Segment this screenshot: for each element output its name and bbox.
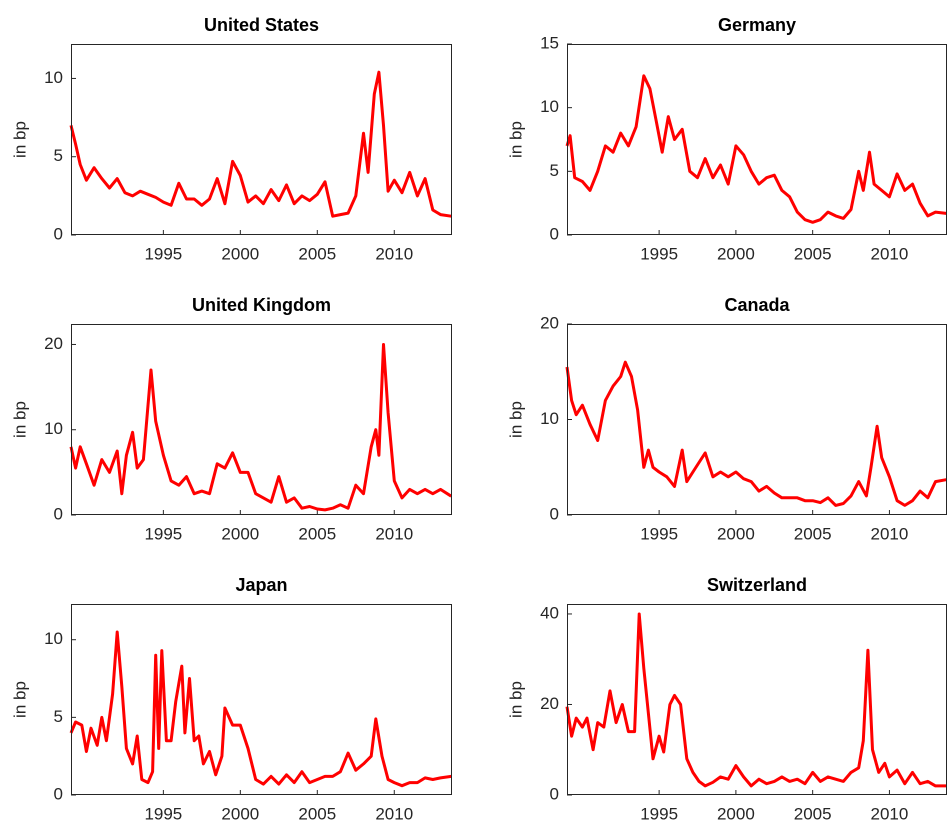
axes-background — [71, 44, 452, 235]
x-tick-label: 2005 — [794, 524, 832, 543]
axes-background — [567, 604, 947, 795]
x-tick-label: 1995 — [640, 804, 678, 823]
axes-box — [567, 604, 947, 795]
axes-box — [567, 44, 947, 235]
data-line — [69, 630, 452, 788]
y-tick-label: 0 — [54, 504, 63, 523]
y-tick-label: 10 — [540, 409, 559, 428]
data-line — [565, 612, 947, 788]
chart-title: Germany — [718, 15, 796, 35]
y-tick-label: 5 — [54, 707, 63, 726]
y-tick-label: 10 — [44, 629, 63, 648]
x-tick-label: 2010 — [375, 244, 413, 263]
data-line — [565, 360, 947, 507]
y-tick-label: 0 — [550, 504, 559, 523]
chart-title: Japan — [235, 575, 287, 595]
y-tick-label: 5 — [54, 146, 63, 165]
y-tick-label: 10 — [44, 419, 63, 438]
y-axis-label: in bp — [10, 681, 29, 718]
y-tick-label: 0 — [550, 784, 559, 803]
y-tick-label: 0 — [54, 784, 63, 803]
y-tick-label: 15 — [540, 33, 559, 52]
x-tick-label: 2000 — [221, 524, 259, 543]
x-tick-label: 2005 — [794, 244, 832, 263]
x-tick-label: 2000 — [221, 804, 259, 823]
y-axis-label: in bp — [506, 121, 525, 158]
x-tick-label: 2000 — [717, 524, 755, 543]
axes-background — [71, 604, 452, 795]
y-axis-label: in bp — [10, 121, 29, 158]
x-tick-label: 1995 — [640, 244, 678, 263]
x-tick-label: 2005 — [298, 524, 336, 543]
axes-background — [567, 324, 947, 515]
y-tick-label: 40 — [540, 603, 559, 622]
y-axis-label: in bp — [506, 401, 525, 438]
chart-title: Canada — [724, 295, 790, 315]
x-tick-label: 2005 — [794, 804, 832, 823]
y-tick-label: 20 — [44, 334, 63, 353]
axes-box — [71, 44, 452, 235]
x-tick-label: 2005 — [298, 244, 336, 263]
x-tick-label: 2010 — [375, 524, 413, 543]
chart-title: United Kingdom — [192, 295, 331, 315]
axes-box — [71, 324, 452, 515]
x-tick-label: 1995 — [640, 524, 678, 543]
data-line — [69, 70, 452, 218]
axes-box — [567, 324, 947, 515]
y-tick-label: 20 — [540, 313, 559, 332]
x-tick-label: 2010 — [375, 804, 413, 823]
x-tick-label: 2000 — [221, 244, 259, 263]
x-tick-label: 2010 — [871, 804, 909, 823]
data-line — [565, 74, 947, 224]
y-tick-label: 10 — [540, 97, 559, 116]
y-axis-label: in bp — [10, 401, 29, 438]
x-tick-label: 1995 — [144, 804, 182, 823]
x-tick-label: 1995 — [144, 244, 182, 263]
chart-title: Switzerland — [707, 575, 807, 595]
x-tick-label: 1995 — [144, 524, 182, 543]
y-tick-label: 0 — [550, 224, 559, 243]
data-line — [69, 343, 453, 512]
y-tick-label: 20 — [540, 694, 559, 713]
y-axis-label: in bp — [506, 681, 525, 718]
x-tick-label: 2010 — [871, 244, 909, 263]
x-tick-label: 2005 — [298, 804, 336, 823]
axes-box — [71, 604, 452, 795]
x-tick-label: 2000 — [717, 804, 755, 823]
y-tick-label: 10 — [44, 68, 63, 87]
y-tick-label: 0 — [54, 224, 63, 243]
y-tick-label: 5 — [550, 161, 559, 180]
x-tick-label: 2000 — [717, 244, 755, 263]
x-tick-label: 2010 — [871, 524, 909, 543]
chart-title: United States — [204, 15, 319, 35]
axes-background — [71, 324, 452, 515]
